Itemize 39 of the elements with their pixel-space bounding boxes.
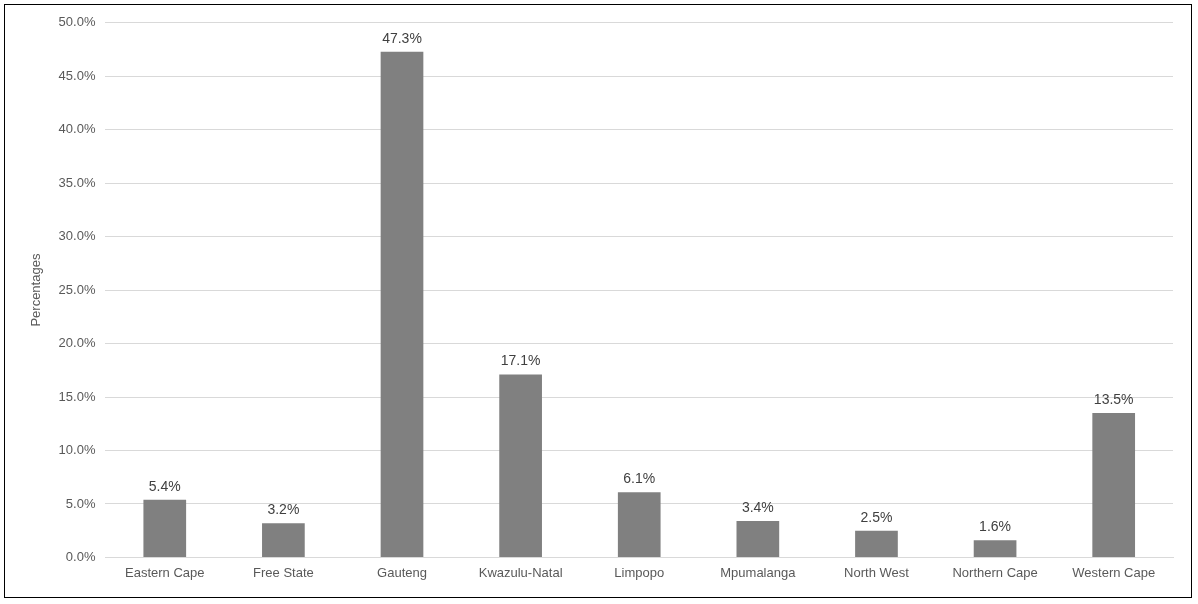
data-label: 17.1% [500,352,541,369]
bar [1092,413,1136,557]
x-tick-label: Mpumalanga [720,564,797,580]
data-label: 3.4% [741,498,774,515]
x-tick-label: North West [844,564,910,580]
y-tick-label: 20.0% [58,335,96,351]
x-tick-label: Free State [253,564,314,580]
bar [499,374,542,557]
x-tick-label: Kwazulu-Natal [478,564,563,580]
y-tick-label: 45.0% [58,67,96,83]
y-tick-label: 35.0% [58,174,96,190]
y-tick-label: 15.0% [58,388,96,404]
bar [143,499,187,557]
x-tick-label: Western Cape [1072,564,1156,580]
y-tick-label: 10.0% [58,442,96,458]
x-tick-label: Limpopo [614,564,665,580]
data-label: 5.4% [148,477,181,494]
data-label: 1.6% [979,518,1012,535]
y-tick-label: 30.0% [58,228,96,244]
y-tick-label: 5.0% [65,495,96,511]
data-label: 47.3% [382,29,422,46]
y-tick-label: 50.0% [58,14,96,30]
x-tick-label: Gauteng [377,564,427,580]
data-label: 3.2% [267,501,300,518]
data-label: 6.1% [623,470,656,487]
data-label: 13.5% [1093,390,1134,407]
y-tick-label: 40.0% [58,121,96,137]
y-axis-title: Percentages [28,253,44,327]
x-tick-label: Northern Cape [952,564,1038,580]
bar [973,540,1017,557]
bar [262,523,305,557]
data-label: 2.5% [860,508,893,525]
bar [617,492,661,557]
y-tick-label: 25.0% [58,281,96,297]
x-tick-label: Eastern Cape [125,564,205,580]
bar [380,51,424,557]
y-tick-label: 0.0% [65,548,96,564]
bar [855,530,898,557]
bar [736,521,780,557]
